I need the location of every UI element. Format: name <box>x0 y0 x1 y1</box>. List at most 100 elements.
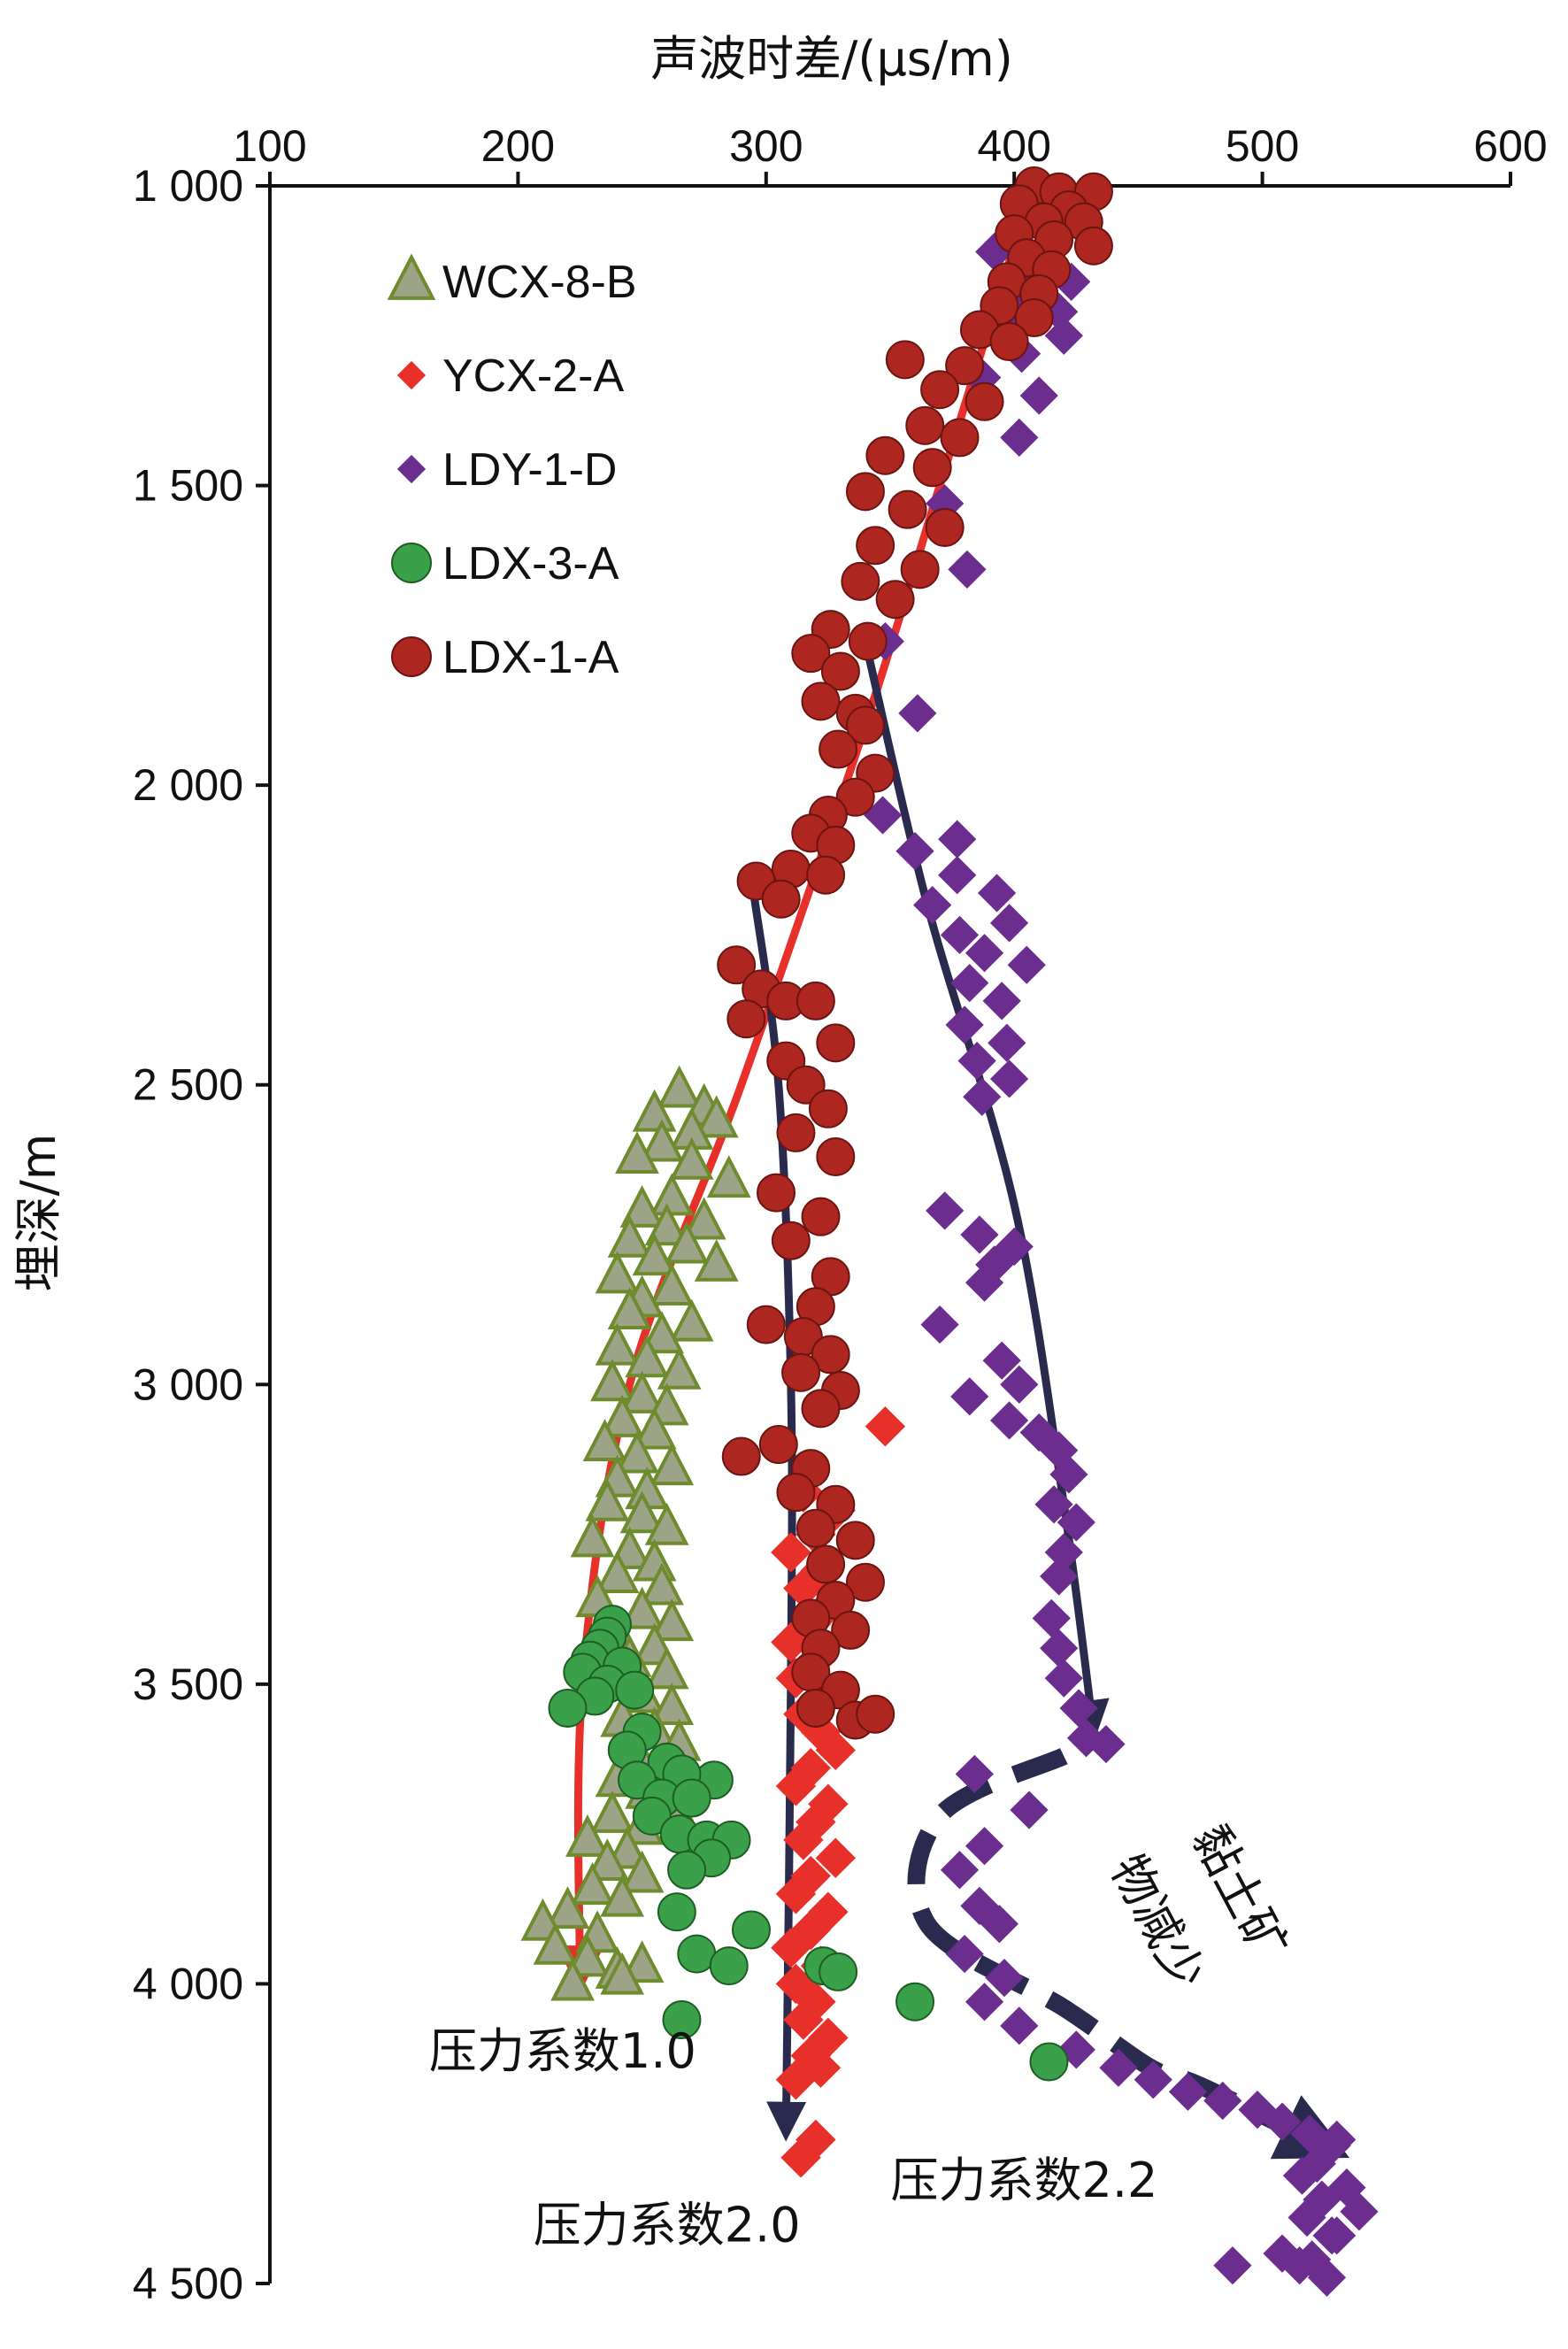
data-point <box>816 1023 856 1063</box>
data-point <box>989 1401 1029 1440</box>
data-point <box>786 1065 826 1105</box>
data-point <box>1019 1413 1058 1452</box>
data-point <box>644 1646 689 1690</box>
data-point <box>1000 418 1039 458</box>
data-point <box>776 1473 816 1513</box>
x-axis-title: 声波时差/(μs/m) <box>650 31 1013 87</box>
data-point <box>801 1197 841 1236</box>
data-point <box>771 1221 811 1260</box>
data-point <box>619 1586 665 1629</box>
data-point <box>649 1173 695 1216</box>
data-point <box>965 1263 1004 1302</box>
data-point <box>848 621 888 661</box>
data-point <box>619 1185 665 1228</box>
data-point <box>796 1508 835 1548</box>
data-point <box>644 1203 689 1246</box>
data-point <box>988 1023 1026 1062</box>
data-point <box>1034 1485 1073 1524</box>
y-tick-label: 4 500 <box>133 2259 243 2308</box>
data-point <box>757 1173 796 1213</box>
data-point <box>938 856 977 895</box>
data-point <box>801 1389 841 1429</box>
data-point <box>582 1419 627 1462</box>
data-point <box>775 1874 817 1914</box>
data-point <box>640 1311 684 1354</box>
data-point <box>533 1922 578 1965</box>
data-point <box>781 1352 821 1392</box>
data-point <box>595 1322 640 1366</box>
legend-label: YCX-2-A <box>442 350 624 402</box>
data-point <box>945 1934 984 1974</box>
data-point <box>771 1928 811 1968</box>
data-point <box>726 999 766 1039</box>
data-point <box>841 561 880 601</box>
data-point <box>950 963 989 1003</box>
data-point <box>717 945 757 985</box>
data-point <box>1040 1629 1079 1667</box>
data-point <box>709 1946 749 1986</box>
data-point <box>816 1136 856 1176</box>
legend-label: LDX-1-A <box>442 632 619 683</box>
legend-marker <box>396 454 427 484</box>
data-point <box>875 580 915 620</box>
trend-arrow-dashed <box>907 1747 1350 2160</box>
y-axis-title: 埋深/m <box>11 1134 66 1292</box>
data-point <box>940 1851 980 1890</box>
data-point <box>895 832 934 871</box>
data-point <box>775 2060 817 2100</box>
data-point <box>989 1059 1029 1098</box>
data-point <box>1019 376 1058 415</box>
data-point <box>900 550 940 589</box>
axes: 100 200 300 400 500 600 1 000 1 500 2 000 2 500 3 … <box>133 121 1548 2308</box>
data-point <box>1318 2216 1357 2255</box>
data-point <box>1099 2048 1138 2087</box>
data-point <box>590 1359 634 1402</box>
data-point <box>649 1443 695 1486</box>
data-point <box>640 1562 684 1606</box>
annotation-label: 压力系数1.0 <box>429 2023 696 2079</box>
data-point <box>1238 2091 1277 2130</box>
series-ldx-1-a <box>717 166 1113 1740</box>
data-point <box>600 1952 645 1995</box>
data-point <box>604 1826 649 1869</box>
data-point <box>672 1778 711 1818</box>
data-point <box>845 472 885 512</box>
data-point <box>819 729 858 769</box>
data-point <box>771 1532 811 1573</box>
data-point <box>1007 945 1046 984</box>
data-point <box>965 1827 1004 1866</box>
data-point <box>619 1370 665 1413</box>
data-point <box>835 1521 875 1560</box>
data-point <box>619 1850 665 1893</box>
data-point <box>548 1688 588 1728</box>
data-point <box>888 489 927 529</box>
y-tick-label: 2 000 <box>133 760 243 810</box>
data-point <box>898 694 937 733</box>
data-point <box>806 855 846 895</box>
data-point <box>1307 2258 1347 2297</box>
data-point <box>1280 2246 1319 2285</box>
data-point <box>845 1562 885 1602</box>
data-point <box>662 2000 702 2040</box>
data-point <box>985 1959 1024 1998</box>
data-point <box>681 1197 726 1240</box>
data-point <box>940 915 980 955</box>
data-point <box>955 1754 994 1794</box>
data-point <box>632 1089 677 1132</box>
data-point <box>1040 1557 1079 1596</box>
data-point <box>808 1089 848 1128</box>
data-point <box>665 1221 709 1264</box>
data-point <box>820 651 860 691</box>
data-points <box>520 166 1379 2297</box>
data-point <box>694 1095 739 1138</box>
data-point <box>925 507 965 547</box>
data-point <box>1340 2192 1379 2231</box>
data-point <box>920 370 960 410</box>
data-point <box>1044 1659 1083 1698</box>
data-point <box>811 1335 850 1375</box>
data-point <box>632 1796 672 1836</box>
x-tick-label: 300 <box>729 121 803 171</box>
data-point <box>977 874 1017 913</box>
data-point <box>1087 1724 1126 1764</box>
